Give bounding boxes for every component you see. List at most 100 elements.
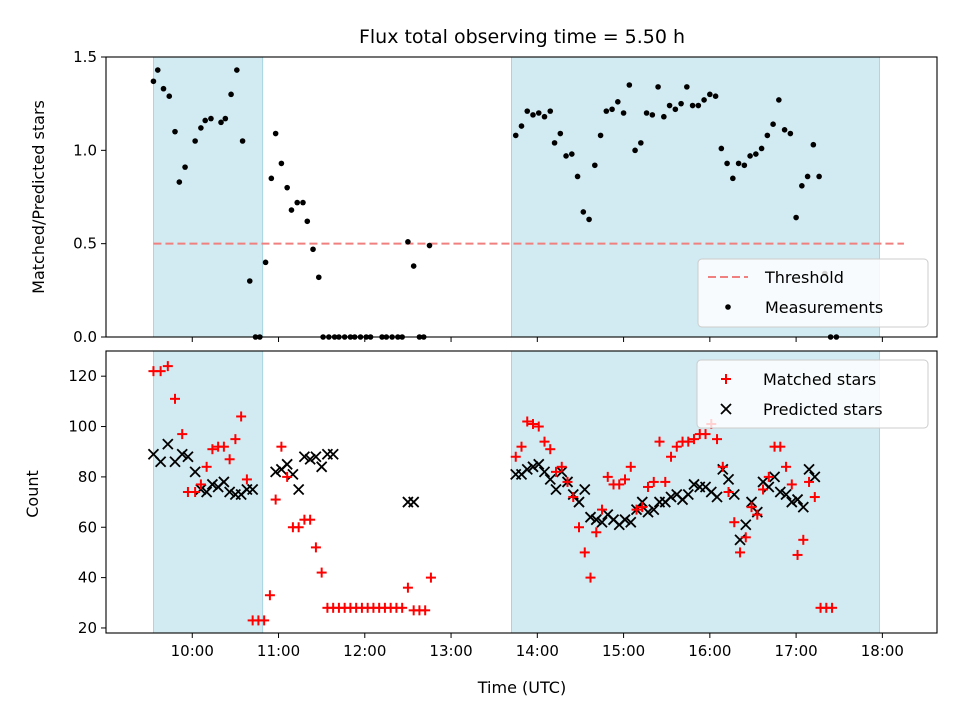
predicted-star-point	[596, 516, 608, 528]
matched-star-point	[585, 572, 596, 583]
predicted-star-point-b	[218, 476, 230, 488]
top-y-tick-label: 1.0	[73, 141, 97, 159]
predicted-star-point	[791, 493, 804, 506]
matched-star-point	[293, 522, 304, 533]
matched-star-point	[551, 466, 562, 477]
top-y-tick-label: 1.5	[73, 48, 97, 66]
predicted-star-point-b	[201, 486, 213, 498]
predicted-star-point-b	[619, 514, 631, 526]
measurement-point	[672, 106, 679, 113]
predicted-star-point-b	[665, 491, 677, 503]
predicted-star-point	[270, 466, 282, 478]
predicted-star-point	[544, 473, 556, 486]
measurement-point	[597, 132, 604, 139]
predicted-star-point-b	[625, 516, 637, 528]
bottom-y-tick-label: 40	[78, 569, 97, 587]
measurement-point	[649, 112, 656, 118]
measurement-point	[592, 162, 598, 169]
x-tick-label: 18:00	[861, 642, 904, 660]
matched-star-point	[310, 542, 321, 553]
matched-star-point	[740, 532, 751, 543]
measurement-point	[166, 93, 173, 99]
predicted-star-point-b	[648, 503, 660, 516]
predicted-star-point	[218, 476, 230, 488]
measurement-point	[626, 82, 633, 88]
matched-star-point	[425, 572, 436, 583]
measurement-point	[724, 160, 730, 167]
measurement-point	[518, 123, 525, 129]
measurement-point	[278, 160, 285, 167]
measurement-point	[810, 141, 817, 148]
matched-star-point	[397, 602, 408, 613]
predicted-star-point-b	[544, 473, 556, 486]
top-y-axis-label: Matched/Predicted stars	[29, 100, 48, 294]
matched-star-point	[717, 461, 728, 472]
measurement-point	[410, 263, 417, 269]
predicted-star-point	[316, 461, 328, 473]
measurement-point	[405, 239, 411, 245]
matched-star-point	[556, 461, 567, 472]
matched-star-point	[568, 492, 579, 503]
predicted-star-point	[224, 486, 236, 498]
predicted-star-point	[665, 491, 677, 503]
matched-star-point	[591, 527, 602, 538]
matched-star-point	[402, 582, 413, 593]
matched-star-point	[648, 476, 659, 487]
matched-star-point	[827, 602, 838, 613]
predicted-star-point-b	[584, 511, 597, 523]
legend-measurements-label: Measurements	[765, 298, 883, 317]
predicted-star-point	[201, 486, 213, 498]
predicted-star-point-b	[316, 461, 328, 473]
measurement-point	[426, 242, 433, 249]
measurement-point	[747, 153, 753, 159]
measurement-point	[735, 160, 742, 167]
predicted-star-point	[625, 516, 637, 528]
predicted-star-point-b	[573, 496, 585, 508]
measurement-point	[150, 78, 157, 85]
matched-star-point	[625, 461, 636, 472]
predicted-star-point	[648, 503, 660, 516]
x-tick-label: 17:00	[774, 642, 817, 660]
measurement-point	[638, 140, 644, 146]
bottom-y-tick-label: 100	[68, 418, 97, 436]
predicted-star-point	[642, 506, 654, 518]
bottom-plot-frame	[105, 350, 938, 634]
matched-star-point	[809, 492, 820, 503]
matched-star-point	[562, 476, 573, 487]
measurement-point	[182, 164, 188, 170]
predicted-star-point-b	[722, 473, 735, 486]
predicted-star-point-b	[556, 466, 568, 478]
matched-star-point	[236, 411, 247, 422]
matched-star-point	[763, 471, 774, 482]
measurement-point	[535, 110, 542, 116]
matched-star-point	[792, 549, 803, 560]
measurement-point	[712, 93, 719, 99]
top-y-tick-label: 0.5	[73, 235, 97, 253]
legend-matched-label: Matched stars	[763, 370, 876, 389]
measurement-point	[707, 91, 713, 98]
measurement-point	[689, 102, 696, 109]
predicted-star-point	[740, 519, 752, 531]
predicted-star-point	[590, 514, 602, 526]
x-tick-label: 14:00	[516, 642, 559, 660]
top-y-tick-label: 0.0	[73, 328, 97, 346]
predicted-star-point	[247, 483, 259, 496]
predicted-star-point	[688, 478, 700, 491]
matched-star-point	[689, 434, 700, 445]
x-tick-label: 16:00	[688, 642, 731, 660]
matched-star-point	[735, 547, 746, 558]
matched-star-point	[643, 481, 654, 492]
measurement-point	[695, 102, 702, 109]
predicted-star-point	[176, 448, 188, 460]
legend-predicted-label: Predicted stars	[763, 400, 883, 419]
measurement-point	[661, 113, 667, 120]
predicted-star-point-b	[304, 453, 316, 465]
matched-star-point	[579, 547, 590, 558]
predicted-star-point	[281, 458, 293, 470]
matched-star-point	[781, 461, 792, 472]
predicted-star-point	[797, 501, 809, 513]
predicted-star-point-b	[247, 483, 259, 496]
matched-star-point	[666, 451, 677, 462]
matched-star-point	[758, 484, 769, 495]
predicted-star-point-b	[176, 448, 188, 460]
